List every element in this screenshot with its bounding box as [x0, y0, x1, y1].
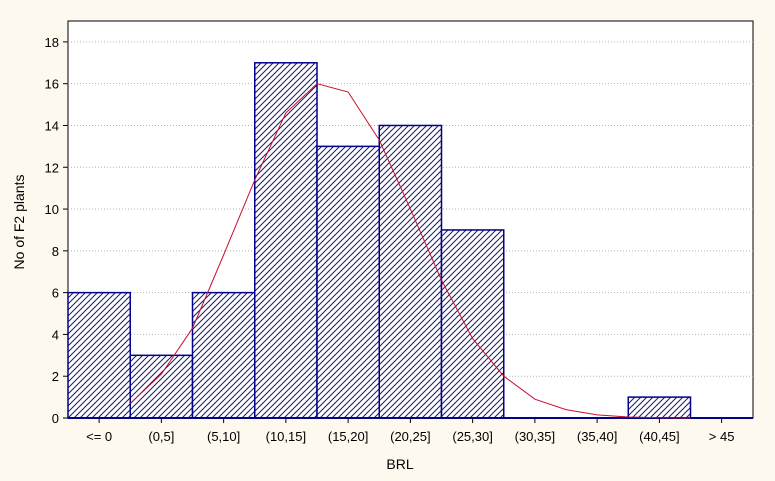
y-tick-label: 8 — [52, 244, 59, 259]
x-tick-label: (35,40] — [577, 429, 617, 444]
x-tick-label: (15,20] — [328, 429, 368, 444]
x-tick-label: (10,15] — [266, 429, 306, 444]
bar — [316, 145, 380, 419]
y-axis-title: No of F2 plants — [11, 175, 27, 270]
bar — [440, 229, 505, 419]
y-tick-label: 6 — [52, 286, 59, 301]
x-tick-label: > 45 — [709, 429, 735, 444]
x-tick-label: (5,10] — [207, 429, 240, 444]
y-tick-label: 0 — [52, 411, 59, 426]
y-tick-label: 4 — [52, 327, 59, 342]
x-tick-label: (20,25] — [390, 429, 430, 444]
y-tick-label: 18 — [45, 35, 59, 50]
y-tick-label: 12 — [45, 160, 59, 175]
x-axis: <= 0 (0,5] (5,10] (10,15] (15,20] (20,25] (25,… — [86, 418, 734, 444]
x-tick-label: (25,30] — [452, 429, 492, 444]
fitted-normal-curve — [129, 83, 691, 419]
x-tick-label: <= 0 — [86, 429, 112, 444]
x-axis-title: BRL — [386, 456, 413, 472]
y-tick-label: 14 — [45, 118, 59, 133]
x-tick-label: (0,5] — [148, 429, 174, 444]
bar — [378, 124, 443, 419]
bar — [254, 62, 318, 419]
bar — [129, 354, 194, 419]
y-tick-label: 2 — [52, 369, 59, 384]
x-tick-label: (30,35] — [515, 429, 555, 444]
bar — [191, 291, 256, 419]
bar — [627, 396, 692, 419]
y-axis: 0 2 4 6 8 10 12 14 16 18 — [45, 35, 68, 426]
y-tick-label: 16 — [45, 77, 59, 92]
x-tick-label: (40,45] — [639, 429, 679, 444]
bars — [67, 62, 753, 419]
y-tick-label: 10 — [45, 202, 59, 217]
bar — [67, 291, 131, 419]
